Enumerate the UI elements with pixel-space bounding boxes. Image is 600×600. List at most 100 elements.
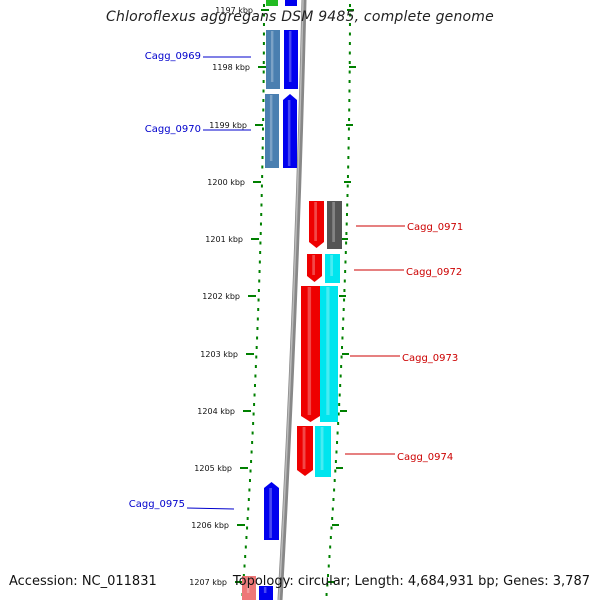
ruler-tick-label: 1202 kbp: [202, 292, 240, 301]
ruler-tick-mark-right: [336, 467, 343, 469]
map-title: Chloroflexus aggregans DSM 9485, complet…: [106, 9, 494, 25]
gene-cagg-0970: [283, 94, 297, 168]
feature-top-green: [266, 0, 278, 6]
ruler-dot-left: [256, 336, 259, 340]
ruler-tick-mark: [258, 66, 266, 68]
ruler-dot-left: [262, 127, 265, 131]
ruler-dot-right: [333, 479, 336, 482]
feature-top-blue: [285, 0, 297, 6]
ruler-dot-right: [348, 118, 351, 121]
cds-cagg-0971-shine: [332, 202, 335, 242]
gene-label-cagg-0970: Cagg_0970: [145, 124, 201, 135]
ruler-dot-right: [348, 32, 351, 36]
gene-label-cagg-0971: Cagg_0971: [407, 222, 463, 233]
ruler-dot-right: [340, 365, 343, 368]
ruler-dot-right: [341, 336, 344, 340]
ruler-track: 1197 kbp 1198 kbp 1199 kbp 1200 kbp 1201 kbp…: [189, 4, 356, 596]
ruler-dot-right: [337, 412, 340, 416]
ruler-dot-right: [339, 374, 342, 378]
gene-cagg-0972-shine: [312, 255, 315, 275]
ruler-tick-mark-right: [346, 124, 353, 126]
ruler-tick-label: 1200 kbp: [207, 178, 245, 187]
feature-bottom-blue: [259, 586, 273, 600]
ruler-dot-right: [326, 583, 329, 587]
ruler-dot-right: [345, 232, 348, 235]
ruler-tick-mark-right: [341, 238, 348, 240]
gene-label-cagg-0969: Cagg_0969: [145, 51, 201, 62]
ruler-dot-right: [338, 403, 341, 406]
ruler-dot-right: [347, 156, 350, 159]
ruler-tick-mark: [255, 124, 263, 126]
ruler-tick-mark: [261, 9, 269, 11]
ruler-tick-mark: [253, 181, 261, 183]
ruler-tick-label: 1203 kbp: [200, 350, 238, 359]
ruler-dot-right: [348, 13, 351, 17]
gene-cagg-0971-shine: [314, 202, 317, 241]
ruler-dot-left: [254, 365, 257, 368]
ruler-tick-label: 1206 kbp: [191, 521, 229, 530]
cds-cagg-0973: [320, 286, 338, 422]
ruler-dot-right: [333, 488, 336, 492]
cds-cagg-0969-shine: [270, 31, 274, 82]
ruler-dot-right: [329, 545, 332, 549]
ruler-dot-right: [344, 270, 347, 273]
gene-cagg-0969-shine: [288, 31, 292, 82]
ruler-tick-label: 1205 kbp: [194, 464, 232, 473]
ruler-dot-left: [259, 222, 262, 226]
ruler-dot-left: [262, 89, 265, 93]
ruler-dot-left: [262, 108, 265, 112]
ruler-dot-left: [262, 51, 265, 55]
genome-backbone: [277, 0, 307, 600]
ruler-dot-left: [251, 431, 254, 435]
ruler-dot-right: [334, 460, 337, 463]
ruler-tick-mark-right: [340, 410, 347, 412]
ruler-dot-right: [332, 498, 335, 501]
ruler-dot-left: [244, 555, 247, 558]
ruler-dot-left: [261, 175, 264, 178]
ruler-dot-left: [262, 70, 265, 74]
ruler-dot-right: [348, 80, 351, 83]
ruler-dot-left: [248, 479, 251, 482]
ruler-dot-left: [252, 412, 255, 416]
gene-label-cagg-0975: Cagg_0975: [129, 499, 185, 510]
gene-cagg-0971: [309, 201, 324, 248]
ruler-dot-right: [343, 298, 346, 302]
gene-cagg-0974-shine: [302, 427, 306, 469]
ruler-dot-right: [348, 23, 351, 26]
ruler-tick-mark-right: [347, 9, 354, 11]
ruler-dot-right: [341, 346, 344, 349]
ruler-dot-left: [260, 194, 263, 197]
genome-summary-text: Topology: circular; Length: 4,684,931 bp…: [232, 574, 590, 589]
ruler-tick-mark-right: [342, 353, 349, 355]
ruler-dot-left: [255, 346, 258, 349]
gene-label-cagg-0972: Cagg_0972: [406, 267, 462, 278]
ruler-dot-right: [334, 469, 337, 473]
ruler-tick-mark-right: [339, 295, 346, 297]
ruler-dot-right: [346, 194, 349, 197]
ruler-tick-mark: [237, 524, 245, 526]
ruler-dot-left: [259, 241, 262, 245]
gene-cagg-0969: [284, 30, 298, 89]
cds-cagg-0971: [327, 201, 342, 249]
ruler-dot-left: [244, 545, 247, 549]
gene-cagg-0973: [301, 286, 320, 422]
ruler-tick-label: 1199 kbp: [209, 121, 247, 130]
ruler-dot-left: [260, 213, 263, 216]
gene-cagg-0970-shine: [287, 100, 291, 166]
ruler-tick-mark: [248, 295, 256, 297]
ruler-tick-mark: [240, 467, 248, 469]
ruler-dot-left: [257, 298, 260, 302]
ruler-dot-left: [262, 32, 265, 36]
ruler-tick-label: 1207 kbp: [189, 578, 227, 587]
gene-label-cagg-0974: Cagg_0974: [397, 452, 453, 463]
ruler-dot-left: [262, 23, 265, 26]
ruler-dot-left: [262, 61, 265, 64]
gene-labels: Cagg_0969 Cagg_0970 Cagg_0971 Cagg_0972 Cagg…: [129, 51, 464, 510]
feature-tracks: [242, 0, 342, 600]
cds-cagg-0970-shine: [269, 95, 273, 161]
ruler-dot-right: [344, 260, 347, 264]
ruler-dot-left: [262, 4, 265, 7]
ruler-dot-right: [342, 308, 345, 311]
backbone-highlight: [278, 0, 304, 600]
